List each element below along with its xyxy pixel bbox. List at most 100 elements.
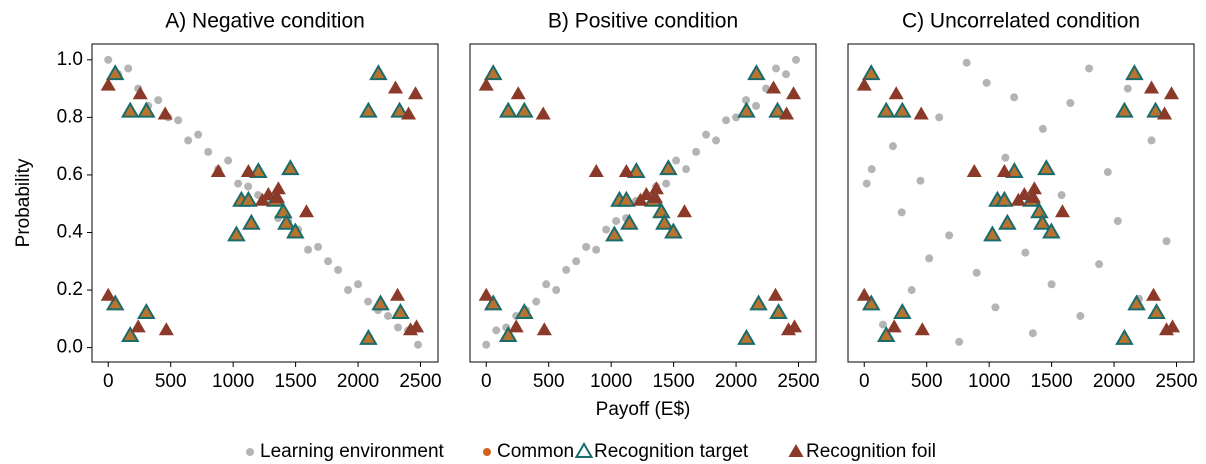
point bbox=[204, 147, 213, 156]
triangle-marker bbox=[249, 162, 268, 179]
point bbox=[174, 116, 183, 125]
triangle-marker bbox=[369, 64, 388, 81]
triangle-marker bbox=[747, 64, 766, 81]
triangle-marker bbox=[498, 101, 518, 118]
triangle-marker bbox=[876, 326, 896, 343]
point bbox=[907, 286, 916, 295]
triangle-marker bbox=[1145, 287, 1162, 301]
point bbox=[782, 70, 791, 79]
triangle-marker bbox=[996, 164, 1012, 178]
point bbox=[878, 320, 887, 329]
triangle-marker bbox=[408, 319, 425, 333]
triangle-marker bbox=[400, 106, 417, 120]
point bbox=[722, 116, 731, 125]
x-tick-label: 1500 bbox=[652, 371, 694, 392]
point bbox=[682, 165, 691, 174]
point bbox=[888, 142, 897, 151]
triangle-marker bbox=[478, 287, 494, 301]
point bbox=[955, 337, 964, 346]
point bbox=[692, 147, 701, 156]
plot-frame bbox=[469, 43, 817, 363]
triangle-marker bbox=[132, 86, 148, 100]
triangle-marker bbox=[100, 287, 116, 301]
triangle-marker bbox=[1042, 222, 1061, 239]
triangle-marker bbox=[995, 190, 1014, 207]
triangle-marker bbox=[659, 159, 678, 176]
point bbox=[1162, 237, 1171, 246]
point bbox=[1001, 153, 1010, 162]
triangle-marker bbox=[1033, 213, 1052, 230]
triangle-marker bbox=[648, 181, 664, 195]
point bbox=[945, 231, 954, 240]
point bbox=[1113, 216, 1122, 225]
legend-label: Learning environment bbox=[260, 441, 445, 462]
triangle-marker bbox=[1026, 181, 1042, 195]
panel-title: B) Positive condition bbox=[548, 10, 738, 33]
point bbox=[304, 245, 313, 254]
triangle-marker bbox=[269, 189, 285, 203]
triangle-marker bbox=[157, 106, 173, 120]
point bbox=[483, 448, 491, 456]
point bbox=[732, 113, 741, 122]
legend-label: Recognition foil bbox=[806, 441, 936, 462]
triangle-marker bbox=[1164, 319, 1181, 333]
point bbox=[862, 179, 871, 188]
point bbox=[246, 448, 254, 456]
triangle-marker bbox=[286, 222, 305, 239]
triangle-marker bbox=[856, 287, 872, 301]
point bbox=[394, 323, 403, 332]
triangle-marker bbox=[227, 225, 246, 242]
triangle-marker bbox=[737, 328, 756, 345]
triangle-marker bbox=[888, 86, 904, 100]
triangle-marker bbox=[788, 443, 804, 457]
point bbox=[935, 113, 944, 122]
x-tick-label: 500 bbox=[911, 371, 943, 392]
triangle-marker bbox=[1054, 204, 1071, 218]
x-tick-label: 1000 bbox=[590, 371, 632, 392]
x-tick-label: 2500 bbox=[1155, 371, 1197, 392]
point bbox=[712, 136, 721, 145]
triangle-marker bbox=[1147, 303, 1166, 320]
triangle-marker bbox=[130, 319, 146, 333]
triangle-marker bbox=[498, 326, 518, 343]
x-tick-label: 1500 bbox=[274, 371, 316, 392]
x-tick-label: 0 bbox=[103, 371, 114, 392]
point bbox=[234, 179, 243, 188]
triangle-marker bbox=[768, 101, 787, 118]
point bbox=[582, 242, 591, 251]
point bbox=[532, 297, 541, 306]
triangle-marker bbox=[769, 303, 788, 320]
point bbox=[492, 326, 501, 335]
point bbox=[962, 58, 971, 67]
plot-frame bbox=[847, 43, 1195, 363]
x-tick-label: 1000 bbox=[212, 371, 254, 392]
point bbox=[991, 303, 1000, 312]
point bbox=[334, 265, 343, 274]
x-tick-label: 2500 bbox=[777, 371, 819, 392]
y-axis-label: Probability bbox=[13, 158, 34, 247]
triangle-marker bbox=[876, 101, 896, 118]
triangle-marker bbox=[618, 164, 634, 178]
y-tick-label: 0.0 bbox=[57, 337, 83, 358]
point bbox=[867, 165, 876, 174]
triangle-marker bbox=[647, 189, 663, 203]
x-tick-label: 2000 bbox=[337, 371, 379, 392]
triangle-marker bbox=[655, 213, 674, 230]
triangle-marker bbox=[998, 213, 1017, 230]
x-tick-label: 500 bbox=[533, 371, 565, 392]
x-tick-label: 2000 bbox=[1093, 371, 1135, 392]
triangle-marker bbox=[1016, 187, 1032, 201]
x-tick-label: 500 bbox=[155, 371, 187, 392]
point bbox=[662, 179, 671, 188]
triangle-marker bbox=[359, 328, 378, 345]
triangle-marker bbox=[515, 101, 534, 118]
point bbox=[1095, 260, 1104, 269]
point bbox=[562, 265, 571, 274]
plot-frame bbox=[91, 43, 439, 363]
triangle-marker bbox=[158, 322, 174, 336]
triangle-marker bbox=[1125, 64, 1144, 81]
triangle-marker bbox=[1037, 159, 1056, 176]
triangle-marker bbox=[749, 294, 768, 311]
triangle-marker bbox=[1005, 162, 1024, 179]
